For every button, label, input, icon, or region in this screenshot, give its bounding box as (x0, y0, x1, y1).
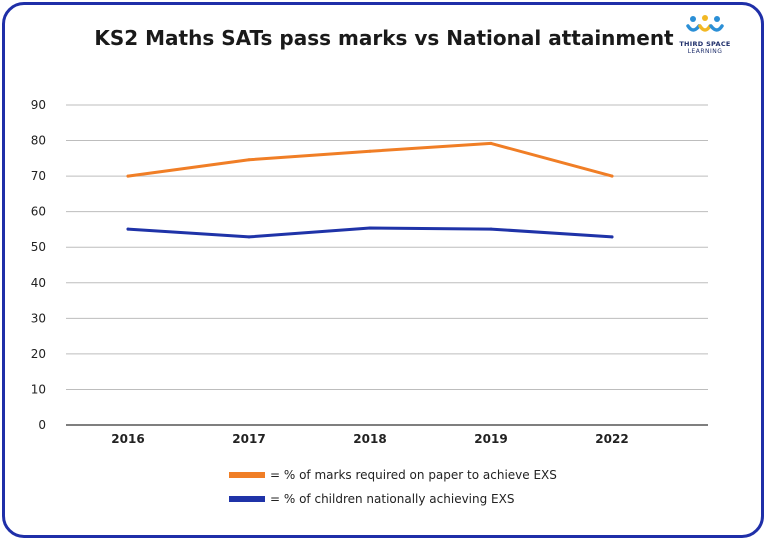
logo-icon (686, 15, 724, 32)
y-tick-label: 50 (31, 240, 46, 254)
legend-swatch (229, 472, 265, 478)
legend-label: = % of children nationally achieving EXS (270, 492, 514, 506)
y-tick-label: 60 (31, 205, 46, 219)
data-point (126, 227, 130, 231)
data-point (126, 174, 130, 178)
data-point (489, 141, 493, 145)
y-tick-label: 20 (31, 347, 46, 361)
logo-text-line1: THIRD SPACE (679, 40, 731, 48)
data-point (247, 235, 251, 239)
y-tick-label: 30 (31, 311, 46, 325)
data-point (489, 227, 493, 231)
legend-label: = % of marks required on paper to achiev… (270, 468, 557, 482)
data-point (247, 158, 251, 162)
x-tick-label: 2017 (232, 432, 265, 446)
x-tick-label: 2022 (595, 432, 628, 446)
x-tick-label: 2018 (353, 432, 386, 446)
y-tick-label: 10 (31, 382, 46, 396)
y-axis-ticks: 0 10 20 30 40 50 60 70 80 90 (31, 98, 46, 432)
x-tick-label: 2016 (111, 432, 144, 446)
legend: = % of marks required on paper to achiev… (229, 468, 557, 506)
data-point (368, 149, 372, 153)
series-line-1 (126, 141, 614, 178)
x-tick-label: 2019 (474, 432, 507, 446)
x-axis-ticks: 2016 2017 2018 2019 2022 (111, 432, 628, 446)
logo-text-line2: LEARNING (687, 48, 723, 55)
y-tick-label: 40 (31, 276, 46, 290)
y-tick-label: 80 (31, 134, 46, 148)
data-point (610, 174, 614, 178)
data-point (610, 235, 614, 239)
chart-title: KS2 Maths SATs pass marks vs National at… (94, 26, 674, 50)
logo: THIRD SPACE LEARNING (668, 14, 742, 56)
grid-lines (66, 104, 708, 426)
series-lines (126, 141, 614, 239)
y-tick-label: 90 (31, 98, 46, 112)
data-point (368, 226, 372, 230)
y-tick-label: 70 (31, 169, 46, 183)
legend-swatch (229, 496, 265, 502)
y-tick-label: 0 (38, 418, 46, 432)
